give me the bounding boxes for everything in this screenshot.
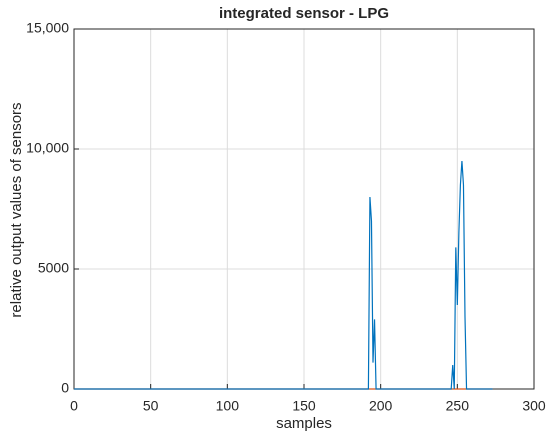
y-tick-label: 5000	[38, 260, 69, 276]
x-tick-label: 100	[216, 398, 240, 414]
chart-title: integrated sensor - LPG	[219, 5, 389, 22]
x-tick-label: 50	[143, 398, 159, 414]
x-tick-label: 200	[369, 398, 393, 414]
x-tick-label: 250	[446, 398, 470, 414]
y-axis-label: relative output values of sensors	[8, 102, 25, 317]
x-axis-label: samples	[276, 415, 332, 432]
x-tick-label: 150	[292, 398, 316, 414]
y-tick-label: 0	[61, 380, 69, 396]
y-tick-label: 15,000	[26, 20, 69, 36]
x-tick-label: 300	[522, 398, 546, 414]
series-line	[74, 160, 493, 390]
x-tick-label: 0	[70, 398, 78, 414]
y-tick-label: 10,000	[26, 140, 69, 156]
